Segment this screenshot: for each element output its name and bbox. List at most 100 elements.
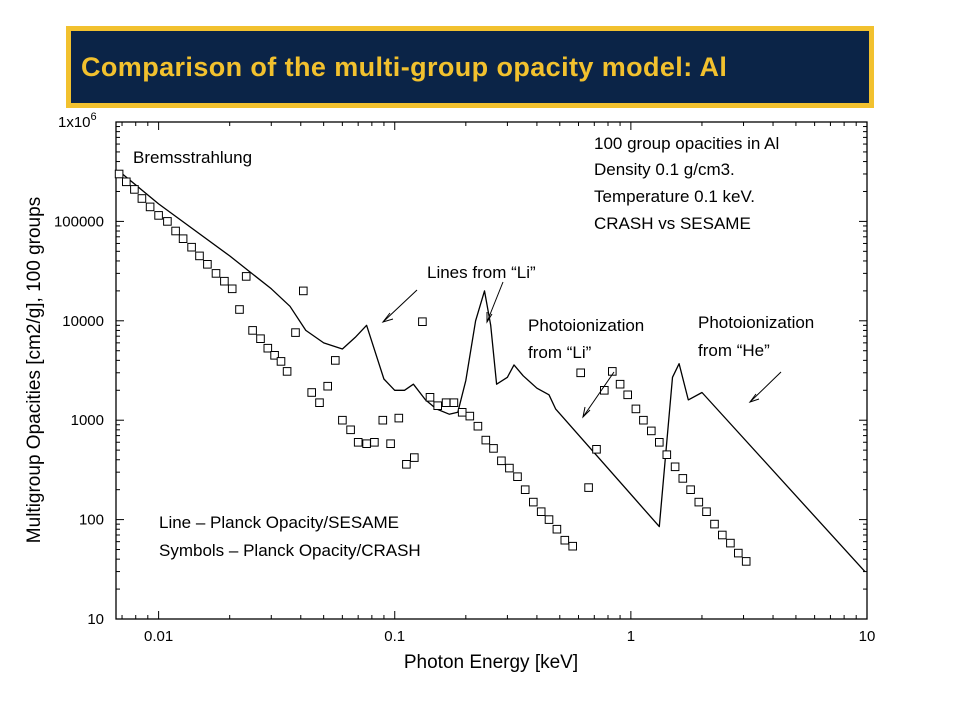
crash-point xyxy=(410,453,419,462)
crash-point xyxy=(592,445,601,454)
crash-point xyxy=(195,251,204,261)
crash-point xyxy=(670,462,680,472)
crash-point xyxy=(145,202,155,212)
crash-point xyxy=(276,357,286,366)
crash-point xyxy=(655,438,664,447)
crash-point xyxy=(662,450,672,459)
crash-point xyxy=(323,381,332,391)
y-axis-label: Multigroup Opacities [cm2/g], 100 groups xyxy=(24,197,45,543)
crash-point xyxy=(307,388,316,397)
crash-point xyxy=(114,169,124,179)
crash-point xyxy=(552,524,562,534)
crash-point xyxy=(718,530,727,540)
annotation-photo-he: Photoionization from “He” xyxy=(698,313,819,360)
slide-title-banner: Comparison of the multi-group opacity mo… xyxy=(66,26,874,108)
crash-point xyxy=(241,272,251,281)
crash-point xyxy=(678,474,688,483)
annotation-info-box: 100 group opacities in Al Density 0.1 g/… xyxy=(594,134,784,233)
crash-point xyxy=(256,334,265,343)
crash-point xyxy=(154,211,163,220)
crash-point xyxy=(568,541,578,551)
x-axis-label: Photon Energy [keV] xyxy=(404,652,578,673)
crash-point xyxy=(346,425,355,435)
annotation-lines-li: Lines from “Li” xyxy=(427,263,536,282)
y-tick-label: 1000 xyxy=(71,412,104,429)
crash-point xyxy=(425,393,435,402)
crash-point xyxy=(299,286,308,296)
crash-point xyxy=(270,351,279,360)
crash-point xyxy=(686,485,695,494)
crash-point xyxy=(378,415,388,425)
crash-point xyxy=(623,390,633,400)
crash-point xyxy=(694,497,704,507)
crash-point xyxy=(187,242,196,252)
axis-ticks xyxy=(116,121,868,620)
crash-point xyxy=(702,507,711,516)
crash-point xyxy=(576,368,586,378)
crash-point xyxy=(647,426,656,436)
arrow-photo-he-head xyxy=(748,393,760,403)
crash-point xyxy=(473,421,483,431)
crash-point xyxy=(584,483,593,492)
crash-point xyxy=(402,460,411,469)
arrow-photo-he xyxy=(749,371,782,403)
annotation-arrows xyxy=(381,281,782,419)
crash-point xyxy=(560,535,570,545)
crash-point xyxy=(639,415,648,425)
y-tick-label: 100000 xyxy=(54,213,104,230)
crash-point xyxy=(449,398,459,407)
crash-point xyxy=(315,398,324,407)
crash-point xyxy=(631,404,641,414)
crash-point xyxy=(203,260,212,269)
crash-point xyxy=(220,276,229,286)
crash-point xyxy=(734,548,743,558)
arrow-li-lines-right xyxy=(486,281,504,323)
crash-point xyxy=(726,538,735,548)
x-tick-label: 0.01 xyxy=(144,628,173,645)
crash-point xyxy=(263,343,273,353)
crash-series xyxy=(114,169,751,566)
arrow-li-lines-left-head xyxy=(381,312,394,323)
crash-point xyxy=(331,356,340,365)
y-tick-label: 100 xyxy=(79,512,104,529)
crash-point xyxy=(489,444,498,453)
crash-point xyxy=(282,367,292,376)
crash-point xyxy=(122,177,131,187)
arrow-photo-li-head xyxy=(582,406,591,419)
crash-point xyxy=(211,269,221,278)
crash-point xyxy=(338,415,347,425)
crash-point xyxy=(544,515,554,524)
slide-title: Comparison of the multi-group opacity mo… xyxy=(81,51,728,82)
crash-point xyxy=(520,485,530,494)
crash-point xyxy=(137,194,147,203)
crash-point xyxy=(171,226,180,236)
crash-point xyxy=(529,497,538,507)
y-tick-label: 10000 xyxy=(62,313,104,330)
plot-frame xyxy=(115,121,868,620)
annotation-bremsstrahlung: Bremsstrahlung xyxy=(133,148,252,167)
crash-point xyxy=(505,463,514,473)
legend-text: Line – Planck Opacity/SESAME Symbols – P… xyxy=(159,513,421,560)
y-tick-label: 10 xyxy=(87,611,104,628)
crash-point xyxy=(710,519,719,529)
crash-point xyxy=(536,507,546,516)
axis-tick-labels: 0.01 0.1 1 10 10 100 1000 10000 100000 1x106 xyxy=(54,111,875,645)
crash-point xyxy=(291,328,300,337)
crash-point xyxy=(394,413,404,423)
crash-point xyxy=(163,217,172,226)
crash-point xyxy=(615,379,625,389)
crash-point xyxy=(497,456,506,466)
x-tick-label: 10 xyxy=(859,628,876,645)
x-tick-label: 0.1 xyxy=(384,628,405,645)
crash-point xyxy=(362,439,371,448)
crash-point xyxy=(457,408,467,417)
arrow-photo-li xyxy=(582,371,615,418)
crash-point xyxy=(178,234,188,243)
crash-point xyxy=(441,398,451,407)
arrow-li-lines-right-head xyxy=(486,312,493,324)
crash-point xyxy=(418,317,427,326)
crash-point xyxy=(248,326,257,335)
crash-point xyxy=(433,401,442,410)
crash-point xyxy=(481,435,491,445)
annotation-photo-li: Photoionization from “Li” xyxy=(528,316,649,362)
